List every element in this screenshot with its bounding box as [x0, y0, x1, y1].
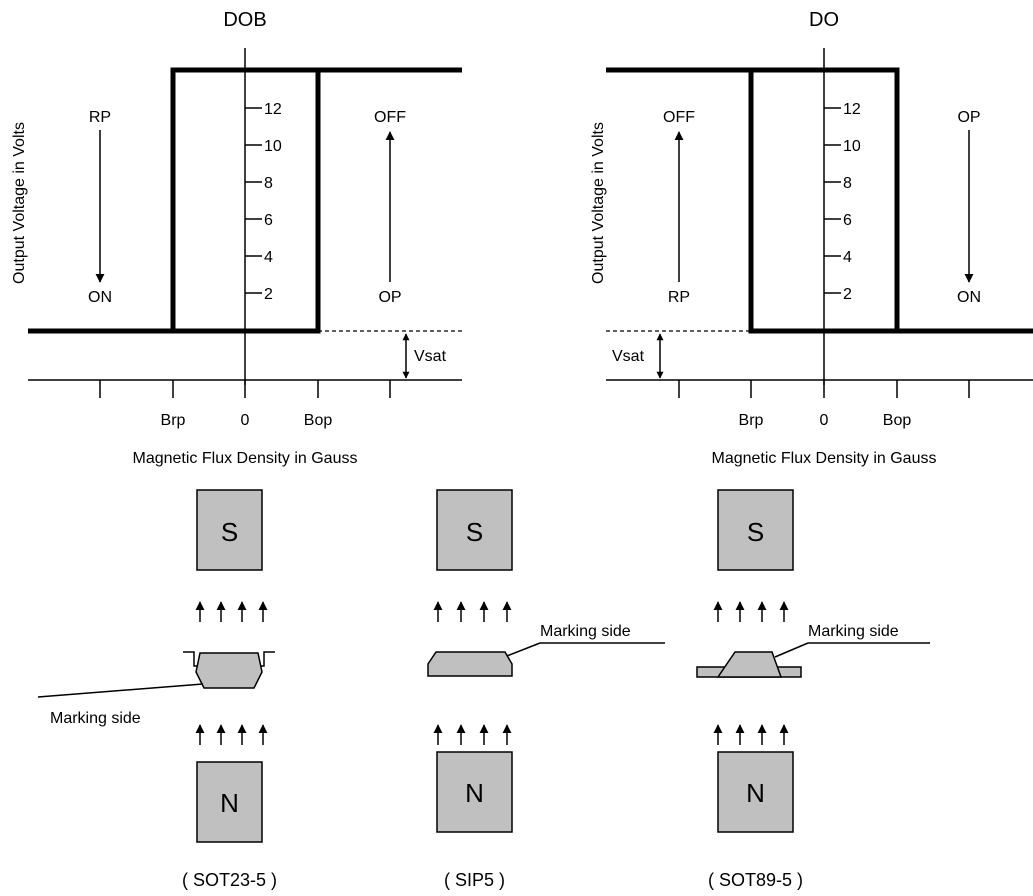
package-name: ( SIP5 ) [444, 870, 505, 890]
graph-title: DOB [223, 9, 266, 31]
marking-side-label: Marking side [540, 623, 631, 640]
on-label: ON [88, 289, 112, 306]
y-tick-label: 12 [264, 101, 282, 118]
rp-label: RP [668, 289, 690, 306]
on-label: ON [957, 289, 981, 306]
package-sot89-5: S Marking side N ( SOT89-5 ) [696, 489, 930, 890]
north-magnet [196, 761, 263, 843]
sot89-package-icon [696, 651, 802, 678]
hysteresis-curve [606, 67, 1033, 334]
flux-arrows-bottom [195, 724, 268, 745]
y-tick-label: 8 [843, 175, 852, 192]
flux-arrows-bottom [433, 724, 512, 745]
y-tick-label: 4 [264, 249, 273, 266]
sot23-package-icon [183, 651, 275, 689]
south-pole-label: S [466, 517, 483, 547]
rp-label: RP [89, 109, 111, 126]
graph-dob: DOB Output Voltage in Volts Brp 0 Bop Ma… [11, 9, 462, 467]
hysteresis-curve [28, 67, 462, 334]
op-label: OP [957, 109, 980, 126]
graph-do: DO Output Voltage in Volts Brp 0 Bop Mag… [590, 9, 1033, 467]
graph-title: DO [809, 9, 839, 31]
brp-label: Brp [739, 412, 764, 429]
zero-label: 0 [241, 412, 250, 429]
flux-arrows-top [195, 601, 268, 622]
y-tick-label: 6 [264, 212, 273, 229]
y-axis-label: Output Voltage in Volts [590, 122, 607, 284]
y-tick-label: 8 [264, 175, 273, 192]
north-pole-label: N [465, 778, 484, 808]
north-pole-label: N [220, 788, 239, 818]
package-name: ( SOT89-5 ) [708, 870, 803, 890]
x-ticks [99, 380, 391, 398]
x-axis-label: Magnetic Flux Density in Gauss [133, 450, 358, 467]
flux-arrows-top [713, 601, 789, 622]
south-pole-label: S [747, 517, 764, 547]
y-ticks [824, 107, 841, 294]
north-magnet [717, 751, 794, 833]
y-tick-label: 6 [843, 212, 852, 229]
south-magnet [436, 489, 513, 571]
y-tick-label: 2 [264, 286, 273, 303]
flux-arrows-bottom [713, 724, 789, 745]
marking-side-leader [506, 642, 541, 657]
y-axis-label: Output Voltage in Volts [11, 122, 28, 284]
marking-side-label: Marking side [50, 710, 141, 727]
marking-side-leader [774, 642, 809, 658]
bop-label: Bop [883, 412, 912, 429]
north-magnet [436, 751, 513, 833]
op-label: OP [378, 289, 401, 306]
brp-label: Brp [161, 412, 186, 429]
vsat-label: Vsat [612, 348, 645, 365]
off-label: OFF [663, 109, 695, 126]
package-sot23-5: S Marking side N ( SOT23-5 ) [37, 489, 277, 890]
x-ticks [678, 380, 970, 398]
y-tick-label: 2 [843, 286, 852, 303]
vsat-label: Vsat [414, 348, 447, 365]
y-tick-label: 4 [843, 249, 852, 266]
marking-side-label: Marking side [808, 623, 899, 640]
y-tick-label: 10 [264, 138, 282, 155]
south-magnet [196, 489, 263, 571]
south-pole-label: S [221, 517, 238, 547]
y-tick-label: 12 [843, 101, 861, 118]
marking-side-leader [37, 683, 204, 698]
zero-label: 0 [820, 412, 829, 429]
y-tick-label: 10 [843, 138, 861, 155]
south-magnet [717, 489, 794, 571]
package-name: ( SOT23-5 ) [182, 870, 277, 890]
sip5-package-icon [427, 651, 513, 677]
north-pole-label: N [746, 778, 765, 808]
flux-arrows-top [433, 601, 512, 622]
y-ticks [245, 107, 262, 294]
off-label: OFF [374, 109, 406, 126]
package-sip5: S Marking side N ( SIP5 ) [427, 489, 665, 890]
x-axis-label: Magnetic Flux Density in Gauss [712, 450, 937, 467]
bop-label: Bop [304, 412, 333, 429]
